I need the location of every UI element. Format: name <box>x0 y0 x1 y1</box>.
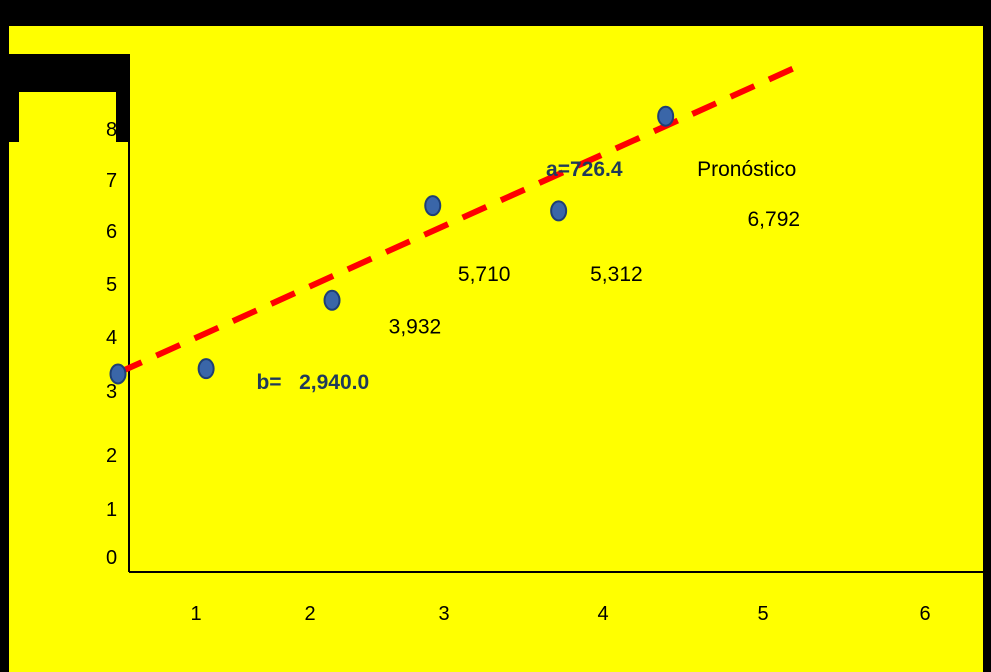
frame-block <box>116 54 130 142</box>
data-point-4 <box>424 195 442 217</box>
data-points <box>109 105 675 385</box>
y-tick-label-6: 6 <box>106 221 117 243</box>
annotation-6: Pronóstico <box>697 158 796 181</box>
data-point-3 <box>323 289 341 311</box>
y-tick-label-5: 5 <box>106 274 117 296</box>
y-tick-label-3: 3 <box>106 381 117 403</box>
annotation-3: 5,710 <box>458 263 511 286</box>
plot-background <box>9 26 983 672</box>
data-point-1 <box>109 363 127 385</box>
y-tick-label-4: 4 <box>106 327 117 349</box>
chart-background <box>9 26 983 672</box>
x-tick-label-4: 4 <box>597 603 608 625</box>
data-point-6 <box>657 105 675 127</box>
x-tick-label-3: 3 <box>438 603 449 625</box>
x-tick-label-5: 5 <box>757 603 768 625</box>
y-tick-label-8: 8 <box>106 119 117 141</box>
x-tick-label-2: 2 <box>304 603 315 625</box>
annotation-2: 3,932 <box>389 316 442 339</box>
annotation-1: b= 2,940.0 <box>256 371 369 394</box>
y-tick-label-0: 0 <box>106 547 117 569</box>
tick-labels: 0 1 2 3 4 5 6 7 8 1 2 3 4 5 6 <box>106 119 931 625</box>
data-point-2 <box>197 358 215 380</box>
y-tick-label-1: 1 <box>106 499 117 521</box>
y-tick-label-7: 7 <box>106 170 117 192</box>
data-point-5 <box>550 200 568 222</box>
annotation-4: 5,312 <box>590 263 643 286</box>
annotations: b= 2,940.0 3,932 5,710 5,312 a=726.4 Pronósti… <box>256 158 800 394</box>
chart-axes <box>128 142 983 573</box>
annotation-7: 6,792 <box>748 208 801 231</box>
y-tick-label-2: 2 <box>106 445 117 467</box>
annotation-5: a=726.4 <box>546 158 623 181</box>
x-tick-label-6: 6 <box>919 603 930 625</box>
x-tick-label-1: 1 <box>190 603 201 625</box>
